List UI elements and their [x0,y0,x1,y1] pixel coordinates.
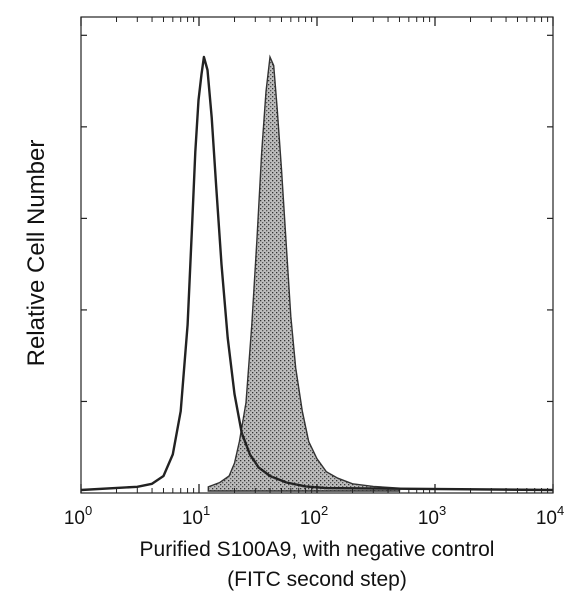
tick-labels-layer: 100 101 102 103 104 [64,503,564,529]
plot-frame [80,16,554,494]
x-tick-label-2: 102 [300,503,328,529]
series-layer [80,54,554,492]
ticks-layer [80,17,554,493]
x-axis-label-line2: (FITC second step) [227,568,407,591]
x-tick-label-4: 104 [536,503,564,529]
x-tick-label-3: 103 [418,503,446,529]
x-tick-label-1: 101 [182,503,210,529]
x-tick-label-0: 100 [64,503,92,529]
series-0-outline-histogram [80,55,554,492]
series-1-filled-histogram [207,54,401,492]
y-axis-label: Relative Cell Number [23,140,50,367]
x-axis-label-line1: Purified S100A9, with negative control [140,538,495,561]
